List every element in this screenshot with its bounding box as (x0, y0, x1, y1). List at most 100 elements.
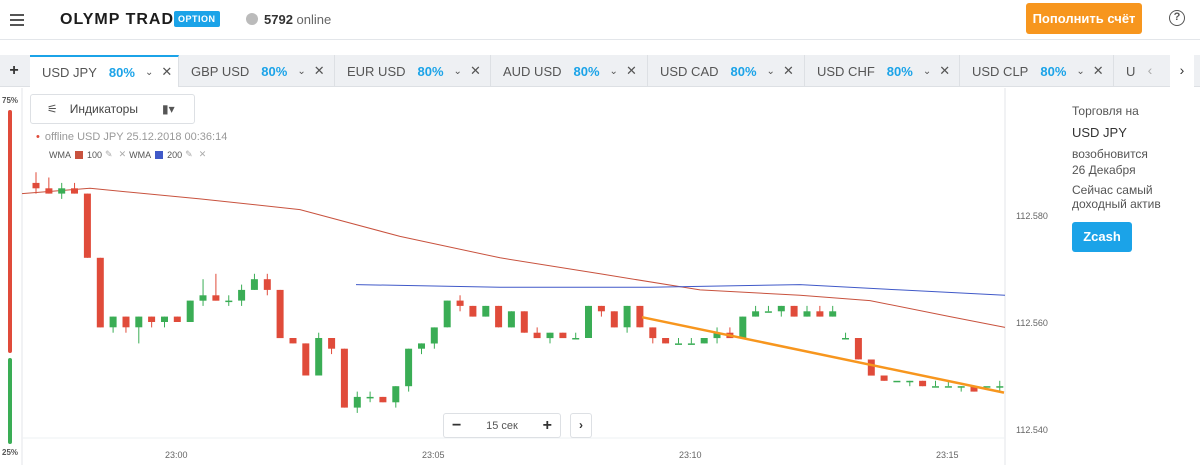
candle-body (610, 311, 618, 328)
zoom-in-button[interactable]: + (542, 416, 552, 434)
wma1-swatch (75, 150, 83, 159)
indicator-legend: WMA 100 ✎ ✕ WMA 200 ✎ ✕ (49, 149, 209, 160)
tab-usd-cad[interactable]: USD CAD 80% ⌄ ✕ (648, 55, 805, 87)
close-icon[interactable]: ✕ (118, 149, 127, 159)
chevron-down-icon[interactable]: ⌄ (922, 65, 932, 77)
side-text: 26 Декабря (1072, 163, 1136, 177)
candle-body (482, 305, 490, 317)
candle-body (212, 295, 220, 301)
side-text: возобновится (1072, 147, 1148, 161)
candle-body (45, 188, 53, 194)
close-icon[interactable]: ✕ (198, 149, 207, 159)
zoom-out-button[interactable]: − (452, 416, 462, 434)
wma1-period: 100 (87, 149, 103, 160)
price-tick: 112.560 (1016, 318, 1048, 328)
close-icon[interactable]: ✕ (313, 63, 325, 78)
candle-body (919, 380, 927, 387)
chevron-down-icon[interactable]: ⌄ (1076, 65, 1085, 77)
tab-name: USD JPY (42, 64, 97, 80)
chevron-down-icon[interactable]: ⌄ (609, 65, 618, 77)
tab-name: U (1126, 63, 1136, 79)
chevron-left-icon[interactable]: ‹ (1147, 62, 1153, 78)
close-icon[interactable]: ✕ (939, 63, 951, 78)
candle-body (405, 348, 413, 387)
candle-body (250, 279, 258, 290)
close-icon[interactable]: ✕ (469, 63, 481, 78)
candle-body (957, 386, 965, 388)
price-tick: 112.580 (1016, 211, 1048, 221)
gauge-buy-bar (8, 358, 12, 444)
edit-icon[interactable]: ✎ (185, 149, 193, 159)
candle-body (122, 316, 130, 328)
top-bar: OLYMP TRADE OPTION 5792 online Пополнить… (0, 0, 1200, 40)
offline-status: • offline USD JPY 25.12.2018 00:36:14 (36, 131, 227, 143)
chart-area[interactable] (0, 88, 1060, 465)
tab-name: AUD USD (503, 63, 562, 79)
candle-body (842, 338, 849, 340)
candle-body (71, 188, 78, 194)
wma2-period: 200 (167, 149, 183, 160)
wma-100-line (21, 187, 1006, 328)
candle-body (32, 182, 40, 189)
chevron-right-icon[interactable]: › (1170, 55, 1194, 87)
tab-usd-jpy[interactable]: USD JPY 80% ⌄ ✕ (30, 55, 179, 87)
close-icon[interactable]: ✕ (625, 63, 637, 78)
indicator-icon: ⚟ (47, 102, 58, 116)
menu-icon[interactable] (10, 11, 30, 27)
candles-icon[interactable]: ▮▾ (161, 102, 175, 116)
online-counter: 5792 online (246, 12, 331, 27)
candle-body (366, 396, 374, 399)
candle-body (983, 386, 991, 388)
deposit-button[interactable]: Пополнить счёт (1026, 3, 1142, 34)
help-icon[interactable]: ? (1169, 10, 1185, 26)
price-chart[interactable] (0, 88, 1060, 465)
tab-payout: 80% (261, 63, 288, 79)
tab-aud-usd[interactable]: AUD USD 80% ⌄ ✕ (491, 55, 648, 87)
chevron-down-icon[interactable]: ⌄ (453, 65, 462, 77)
tab-payout: 80% (573, 63, 600, 79)
zcash-button[interactable]: Zcash (1072, 222, 1132, 252)
candle-body (96, 257, 104, 328)
tab-name: USD CHF (817, 63, 875, 79)
close-icon[interactable]: ✕ (1092, 63, 1104, 78)
tab-usd-chf[interactable]: USD CHF 80% ⌄ ✕ (805, 55, 960, 87)
indicators-button[interactable]: ⚟ Индикаторы ▮▾ (30, 94, 195, 124)
candle-body (263, 279, 271, 290)
candle-body (597, 305, 605, 312)
scroll-forward-button[interactable]: › (570, 413, 592, 438)
add-tab-button[interactable]: + (9, 62, 19, 79)
candle-body (173, 316, 181, 322)
tab-payout: 80% (886, 63, 913, 79)
tab-usd-clp[interactable]: USD CLP 80% ⌄ ✕ (960, 55, 1114, 87)
candle-body (148, 316, 156, 322)
time-tick: 23:10 (679, 450, 702, 460)
edit-icon[interactable]: ✎ (105, 149, 113, 159)
candle-body (790, 305, 798, 317)
close-icon[interactable]: ✕ (161, 64, 173, 79)
tab-name: GBP USD (191, 63, 250, 79)
online-count: 5792 (264, 12, 293, 27)
tab-eur-usd[interactable]: EUR USD 80% ⌄ ✕ (335, 55, 491, 87)
candle-body (623, 305, 631, 328)
candle-body (662, 338, 670, 344)
tab-partial[interactable]: U (1114, 55, 1140, 87)
tab-gbp-usd[interactable]: GBP USD 80% ⌄ ✕ (179, 55, 335, 87)
chevron-down-icon[interactable]: ⌄ (766, 65, 775, 77)
logo: OLYMP TRADE (60, 11, 186, 28)
candle-body (739, 316, 747, 338)
side-asset: USD JPY (1072, 125, 1127, 140)
candle-body (161, 316, 168, 322)
candle-body (533, 332, 541, 339)
tab-payout: 80% (730, 63, 757, 79)
chevron-down-icon[interactable]: ⌄ (297, 65, 306, 77)
tab-payout: 80% (417, 63, 444, 79)
candle-body (932, 386, 939, 388)
close-icon[interactable]: ✕ (782, 63, 794, 78)
chevron-down-icon[interactable]: ⌄ (144, 66, 154, 78)
tab-name: EUR USD (347, 63, 406, 79)
candle-body (906, 380, 914, 383)
candle-body (585, 305, 592, 338)
wma-200-line (355, 284, 1006, 296)
trend-line (641, 315, 1005, 394)
candle-body (687, 343, 695, 345)
